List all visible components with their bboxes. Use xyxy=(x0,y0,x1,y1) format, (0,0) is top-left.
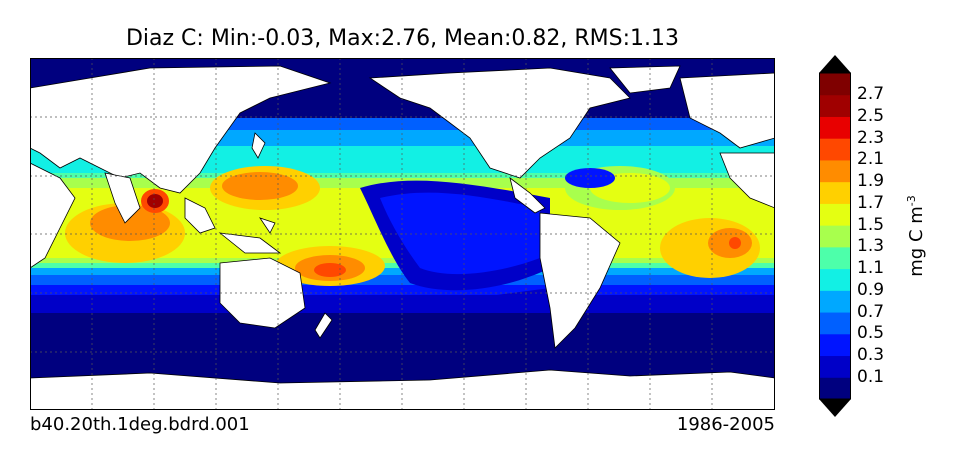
colorbar-segment xyxy=(819,73,851,96)
colorbar-border xyxy=(819,72,851,400)
land-north-america xyxy=(368,67,631,179)
land-south-america xyxy=(539,212,621,349)
colorbar-tick-label: 0.9 xyxy=(857,279,885,300)
colorbar-segment xyxy=(819,312,851,335)
land-africa-west xyxy=(30,162,76,269)
colorbar-units: mg C m-3 xyxy=(905,195,927,276)
colorbar-segment xyxy=(819,290,851,313)
colorbar-segment xyxy=(819,181,851,204)
year-range: 1986-2005 xyxy=(676,414,775,435)
colorbar-segment xyxy=(819,377,851,400)
land-africa-east xyxy=(719,152,775,209)
colorbar-segment xyxy=(819,225,851,248)
colorbar-segment xyxy=(819,159,851,183)
land-india xyxy=(104,172,141,224)
colorbar-tick-label: 2.1 xyxy=(857,149,885,170)
case-name: b40.20th.1deg.bdrd.001 xyxy=(30,414,250,435)
colorbar-segment xyxy=(819,138,851,161)
colorbar-tick-label: 0.7 xyxy=(857,301,885,322)
land-europe xyxy=(679,72,775,149)
colorbar-segment xyxy=(819,246,851,270)
colorbar-tick-label: 0.3 xyxy=(857,345,885,366)
colorbar-tick-label: 2.5 xyxy=(857,105,885,126)
colorbar-tick-label: 0.1 xyxy=(857,366,885,387)
colorbar-segment xyxy=(819,94,851,117)
land-australia xyxy=(219,257,306,329)
colorbar-labels: 0.1 0.3 0.5 0.7 0.9 1.1 1.3 1.5 1.7 1.9 2.1 2.3 2.5 2… xyxy=(857,55,897,417)
plot-title: Diaz C: Min:-0.03, Max:2.76, Mean:0.82, … xyxy=(125,26,680,51)
colorbar xyxy=(819,55,851,417)
colorbar-segment xyxy=(819,116,851,139)
units-text: mg C m xyxy=(906,206,927,277)
colorbar-segment xyxy=(819,355,851,378)
map-panel xyxy=(30,58,775,410)
colorbar-segment xyxy=(819,268,851,291)
colorbar-segment xyxy=(819,203,851,226)
land-eurasia xyxy=(30,65,332,194)
colorbar-tick-label: 2.3 xyxy=(857,127,885,148)
colorbar-tick-label: 1.7 xyxy=(857,192,885,213)
colorbar-tick-label: 1.9 xyxy=(857,171,885,192)
colorbar-tick-label: 1.5 xyxy=(857,214,885,235)
colorbar-min-arrow xyxy=(819,399,851,417)
colorbar-tick-label: 2.7 xyxy=(857,84,885,105)
colorbar-tick-label: 0.5 xyxy=(857,323,885,344)
colorbar-segment xyxy=(819,333,851,357)
units-exponent: -3 xyxy=(905,195,918,207)
colorbar-max-arrow xyxy=(819,55,851,73)
graticule xyxy=(30,58,775,410)
colorbar-tick-label: 1.3 xyxy=(857,236,885,257)
colorbar-tick-label: 1.1 xyxy=(857,258,885,279)
